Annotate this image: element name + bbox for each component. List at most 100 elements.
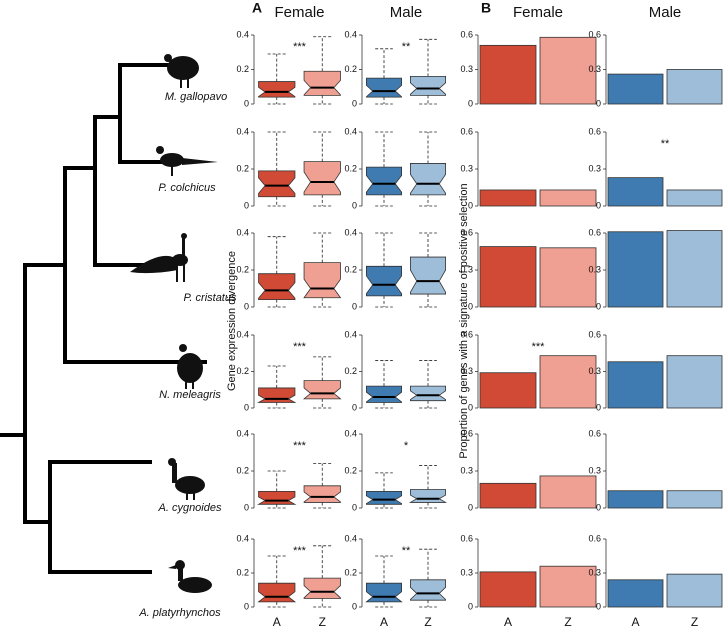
box	[409, 76, 447, 96]
subplot: 0 0.2 0.4 ***	[236, 428, 341, 512]
subplot: 0 0.2 0.4	[344, 329, 447, 412]
whisker-lower	[313, 398, 332, 409]
y-tick-label: 0.4	[236, 329, 249, 339]
y-tick-label: 0.2	[236, 366, 249, 376]
whisker-upper	[375, 48, 393, 79]
box	[302, 380, 342, 400]
subplot: 0 0.3 0.6	[460, 29, 597, 108]
y-tick-label: 0.4	[236, 29, 249, 39]
subplot: 0 0.2 0.4	[344, 126, 447, 210]
y-tick-label: 0.3	[588, 465, 601, 475]
y-tick-label: 0.2	[344, 64, 357, 74]
y-tick-label: 0	[352, 301, 357, 311]
whisker-upper	[419, 548, 437, 580]
y-tick-label: 0.3	[460, 567, 473, 577]
y-tick-label: 0.6	[588, 29, 601, 39]
species-labels: M. gallopavo P. colchicus P. cristatus N. m…	[138, 91, 237, 619]
y-tick-label: 0	[244, 601, 249, 611]
whisker-lower	[375, 194, 393, 207]
y-tick-label: 0	[352, 601, 357, 611]
whisker-upper	[313, 545, 332, 579]
whisker-lower	[375, 504, 393, 509]
whisker-upper	[267, 236, 286, 274]
subplot: 0 0.2 0.4	[236, 227, 342, 311]
y-tick-label: 0.6	[460, 533, 473, 543]
y-tick-label: 0.6	[460, 428, 473, 438]
y-tick-label: 0	[468, 402, 473, 412]
y-tick-label: 0.4	[344, 227, 357, 237]
bar	[666, 490, 723, 509]
whisker-upper	[267, 365, 286, 388]
y-tick-label: 0	[244, 200, 249, 210]
y-tick-label: 0	[244, 402, 249, 412]
bar	[539, 565, 597, 608]
panel-letter: B	[481, 0, 491, 16]
whisker-upper	[419, 360, 437, 387]
whisker-upper	[313, 232, 332, 263]
y-tick-label: 0.2	[344, 163, 357, 173]
whisker-lower	[419, 95, 437, 105]
guineafowl-icon	[177, 344, 203, 389]
bar	[479, 189, 537, 207]
subplot: 0 0.3 0.6	[588, 329, 723, 412]
bar	[666, 69, 723, 105]
whisker-upper	[375, 131, 393, 168]
y-tick-label: 0.6	[460, 227, 473, 237]
y-tick-label: 0.6	[588, 428, 601, 438]
whisker-upper	[267, 53, 286, 82]
bar	[479, 372, 537, 409]
species-label: N. meleagris	[159, 389, 221, 401]
x-tick-label: A	[273, 615, 281, 629]
subplot: 0 0.3 0.6	[460, 428, 597, 512]
whisker-upper	[313, 463, 332, 486]
y-tick-label: 0.4	[344, 533, 357, 543]
bar	[539, 247, 597, 308]
y-tick-label: 0.6	[588, 126, 601, 136]
significance-annotation: **	[402, 41, 411, 53]
y-tick-label: 0	[244, 98, 249, 108]
peacock-icon	[130, 233, 188, 282]
bar	[666, 189, 723, 207]
whisker-lower	[267, 299, 286, 308]
box	[303, 70, 341, 96]
y-tick-label: 0.2	[236, 64, 249, 74]
bar	[479, 482, 537, 509]
y-tick-label: 0	[468, 98, 473, 108]
whisker-upper	[313, 36, 332, 72]
y-tick-label: 0	[352, 200, 357, 210]
y-tick-label: 0	[596, 98, 601, 108]
box	[303, 577, 341, 599]
significance-annotation: ***	[293, 41, 307, 53]
box	[258, 81, 296, 98]
whisker-lower	[267, 402, 286, 409]
subplot: 0 0.3 0.6	[460, 227, 597, 311]
whisker-lower	[375, 97, 393, 105]
duck-icon	[168, 560, 212, 593]
column-header: Female	[274, 4, 324, 21]
whisker-upper	[267, 470, 286, 492]
box	[303, 485, 341, 503]
y-tick-label: 0.3	[588, 567, 601, 577]
whisker-lower	[267, 97, 286, 105]
bar	[607, 231, 664, 308]
subplot: 0 0.2 0.4 *	[344, 428, 448, 512]
subplot: 0 0.2 0.4 ***	[236, 329, 342, 412]
box	[365, 77, 403, 98]
species-label: M. gallopavo	[165, 91, 227, 103]
y-tick-label: 0	[352, 502, 357, 512]
box	[408, 489, 448, 503]
x-tick-label: Z	[319, 615, 326, 629]
goose-icon	[168, 458, 205, 500]
whisker-upper	[313, 131, 332, 162]
y-tick-label: 0.4	[344, 29, 357, 39]
whisker-lower	[313, 95, 332, 105]
whisker-upper	[375, 555, 393, 584]
subplot: 0 0.2 0.4 ***	[236, 29, 341, 108]
tree	[0, 63, 207, 574]
whisker-upper	[267, 555, 286, 584]
bar	[479, 44, 537, 105]
y-tick-label: 0.2	[344, 264, 357, 274]
box	[365, 265, 403, 297]
bar	[607, 579, 664, 608]
